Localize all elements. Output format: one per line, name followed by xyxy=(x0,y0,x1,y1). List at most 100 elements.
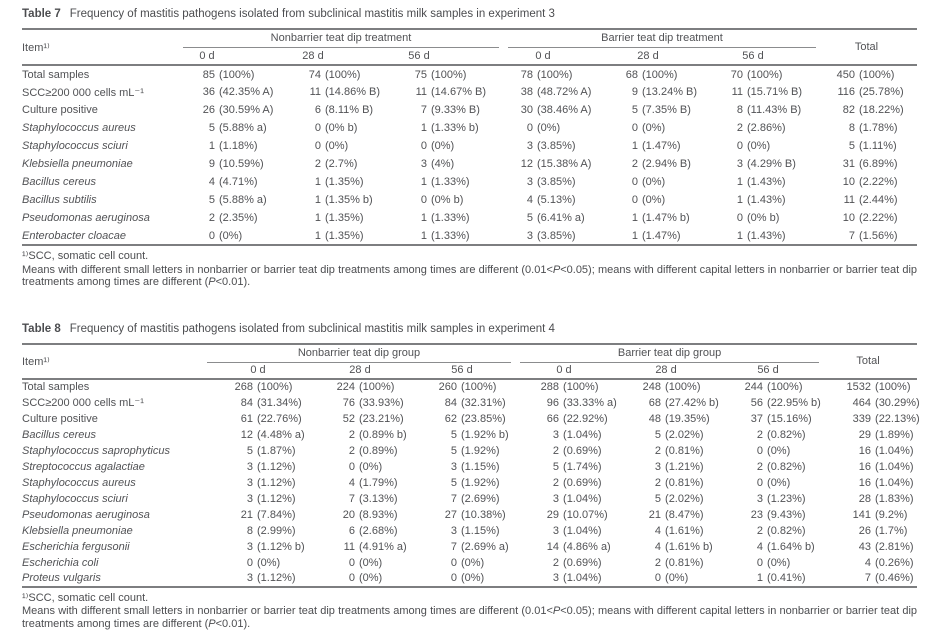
row-item-label: Streptococcus agalactiae xyxy=(22,460,145,473)
time-header-label: 56 d xyxy=(451,364,473,376)
cell-count: 3 xyxy=(450,524,457,537)
cell-percentage: (1.33%) xyxy=(431,229,470,242)
cell-count: 4 xyxy=(756,540,764,553)
cell-content: 84 (32.31%) xyxy=(411,397,513,409)
cell-count: 66 xyxy=(546,412,560,425)
cell-percentage: (1.43%) xyxy=(747,194,786,206)
cell-count: 1 xyxy=(314,194,321,206)
cell-content: 0 (0%) xyxy=(411,572,513,584)
table7-caption: Table 7 Frequency of mastitis pathogens i… xyxy=(22,8,917,21)
cell-percentage: (0.82%) xyxy=(767,428,806,441)
cell-percentage: (1.47%) xyxy=(642,140,681,152)
cell-count: 0 xyxy=(756,476,764,489)
cell-content: 14 (4.86% a) xyxy=(513,541,615,553)
cell-content: 141 (9.2%) xyxy=(819,509,917,521)
time-header: 28 d xyxy=(309,362,411,380)
cell-content: 2 (0.69%) xyxy=(513,477,615,489)
cell-count: 75 xyxy=(414,68,427,81)
cell-count: 0 xyxy=(756,556,764,569)
cell-content: 56 (22.95% b) xyxy=(717,397,821,409)
cell-count: 2 xyxy=(756,524,764,537)
row-value-cell: 1 (1.47%) xyxy=(606,137,711,155)
cell-percentage: (0.82%) xyxy=(767,524,806,537)
cell-count: 16 xyxy=(858,444,872,457)
cell-content: 0 (0%) xyxy=(411,557,513,569)
row-item-label: Bacillus cereus xyxy=(22,428,96,441)
table-row: Culture positive 61 (22.76%) 52 (23.21%) 62 (2… xyxy=(22,411,920,427)
cell-content: 9 (13.24% B) xyxy=(606,86,711,98)
row-value-cell: 20 (8.93%) xyxy=(309,507,411,523)
row-value-cell: 7 (3.13%) xyxy=(309,491,411,507)
row-value-cell: 56 (22.95% b) xyxy=(717,395,821,411)
row-value-cell: 2 (0.82%) xyxy=(717,459,819,475)
cell-percentage: (38.46% A) xyxy=(537,104,592,116)
cell-percentage: (100%) xyxy=(219,68,255,81)
row-value-cell: 4 (1.79%) xyxy=(309,475,411,491)
time-header: 28 d xyxy=(606,48,711,66)
cell-content: 4 (1.61% b) xyxy=(615,541,717,553)
row-total-cell: 8 (1.78%) xyxy=(816,119,917,137)
time-header-label: 28 d xyxy=(302,50,324,62)
cell-percentage: (9.2%) xyxy=(875,508,908,521)
cell-content: 0 (0%) xyxy=(207,557,309,569)
cell-content: 28 (1.83%) xyxy=(819,493,917,505)
cell-count: 2 xyxy=(654,476,662,489)
footnote-text: <0.01). xyxy=(215,276,251,288)
cell-count: 5 xyxy=(526,212,533,224)
cell-percentage: (6.89%) xyxy=(859,158,898,170)
cell-percentage: (100%) xyxy=(431,68,467,81)
cell-content: 10 (2.22%) xyxy=(816,212,917,224)
cell-content: 4 (5.13%) xyxy=(501,194,606,206)
cell-content: 82 (18.22%) xyxy=(816,104,917,116)
time-header: 0 d xyxy=(513,362,616,380)
row-item-label: Bacillus cereus xyxy=(22,176,96,188)
cell-content: 37 (15.16%) xyxy=(717,413,819,425)
cell-content: 43 (2.81%) xyxy=(819,541,917,553)
cell-count: 1 xyxy=(420,122,427,134)
cell-count: 2 xyxy=(348,428,355,441)
cell-count: 7 xyxy=(420,104,427,116)
cell-content: 224 (100%) xyxy=(309,381,411,393)
row-value-cell: 5 (6.41% a) xyxy=(501,209,606,227)
cell-content: 74 (100%) xyxy=(289,69,395,81)
row-value-cell: 2 (0.82%) xyxy=(717,427,819,443)
cell-content: 20 (8.93%) xyxy=(309,509,411,521)
row-value-cell: 48 (19.35%) xyxy=(615,411,717,427)
row-value-cell: 3 (1.12%) xyxy=(207,571,309,587)
cell-percentage: (1.35%) xyxy=(325,176,364,188)
cell-content: 1532 (100%) xyxy=(819,381,917,393)
cell-count: 2 xyxy=(552,556,560,569)
cell-content: 1 (1.18%) xyxy=(183,140,289,152)
footnote-p-italic: P xyxy=(552,263,561,276)
time-header-label: 28 d xyxy=(637,50,659,62)
row-value-cell: 2 (0.89%) xyxy=(309,443,411,459)
cell-content: 2 (0.89% b) xyxy=(309,429,411,441)
row-value-cell: 1 (1.33%) xyxy=(395,209,501,227)
cell-count: 36 xyxy=(202,86,215,98)
footnote-text: <0.05); means with different capital let… xyxy=(22,263,918,289)
cell-percentage: (22.76%) xyxy=(257,412,302,425)
cell-percentage: (7.35% B) xyxy=(642,104,691,116)
cell-content: 3 (3.85%) xyxy=(501,176,606,188)
cell-content: 5 (5.88% a) xyxy=(183,194,289,206)
row-total-cell: 16 (1.04%) xyxy=(819,459,917,475)
cell-percentage: (3.13%) xyxy=(359,492,398,505)
cell-count: 11 xyxy=(309,86,321,98)
cell-percentage: (0%) xyxy=(642,194,666,206)
cell-content: 0 (0%) xyxy=(717,445,819,457)
time-header: 56 d xyxy=(395,48,501,66)
cell-content: 464 (30.29%) xyxy=(819,397,920,409)
table-row: Staphylococcus sciuri 1 (1.18%) 0 (0%) 0 (0%) 3… xyxy=(22,137,917,155)
cell-content: 339 (22.13%) xyxy=(819,413,920,425)
row-value-cell: 5 (7.35% B) xyxy=(606,101,711,119)
cell-content: 11 (14.86% B) xyxy=(289,86,395,98)
row-value-cell: 3 (1.15%) xyxy=(411,459,513,475)
cell-count: 2 xyxy=(631,158,638,170)
row-value-cell: 4 (1.61%) xyxy=(615,523,717,539)
table8-body: Total samples 268 (100%) 224 (100%) 260 (100%)… xyxy=(22,379,920,587)
table-row: Pseudomonas aeruginosa 2 (2.35%) 1 (1.35%) 1 (… xyxy=(22,209,917,227)
cell-count: 224 xyxy=(336,381,355,393)
cell-content: 1 (1.43%) xyxy=(711,194,816,206)
row-total-cell: 116 (25.78%) xyxy=(816,83,917,101)
cell-count: 31 xyxy=(842,158,855,170)
